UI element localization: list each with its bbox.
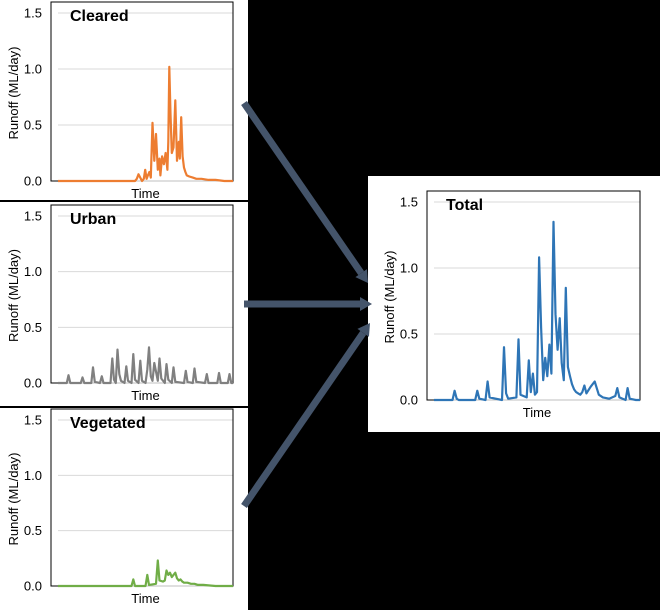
chart-title: Total	[446, 197, 483, 214]
y-axis-label: Runoff (ML/day)	[382, 251, 397, 344]
y-tick-label: 0.5	[24, 523, 42, 538]
vegetated-panel	[0, 408, 248, 610]
y-axis-label: Runoff (ML/day)	[6, 453, 21, 546]
y-tick-label: 1.0	[24, 468, 42, 483]
arrow-head	[357, 323, 370, 337]
arrow-head	[355, 269, 368, 283]
chart-title: Cleared	[70, 8, 129, 25]
y-tick-label: 1.5	[24, 413, 42, 428]
x-axis-label: Time	[131, 388, 159, 403]
y-tick-label: 0.0	[24, 376, 42, 391]
series-line-urban	[58, 346, 233, 385]
x-axis-label: Time	[523, 405, 551, 420]
y-tick-label: 0.5	[24, 118, 42, 133]
series-line-vegetated	[58, 559, 233, 588]
total-panel	[368, 176, 660, 432]
chart-title: Vegetated	[70, 415, 146, 432]
arrow-shaft	[241, 101, 365, 276]
total-chart: 0.0 0.5 1.0 1.5 Total Time Runoff (ML/day)	[382, 190, 641, 420]
y-tick-label: 0.0	[24, 174, 42, 189]
chart-title: Urban	[70, 211, 116, 228]
cleared-panel	[0, 0, 248, 200]
y-tick-label: 1.5	[24, 209, 42, 224]
arrow-head	[360, 297, 372, 311]
y-tick-label: 1.0	[400, 261, 418, 276]
y-tick-label: 0.0	[400, 393, 418, 408]
y-axis-label: Runoff (ML/day)	[6, 249, 21, 342]
arrow-shaft	[241, 330, 367, 508]
vegetated-to-total-arrow	[241, 323, 370, 508]
y-axis-label: Runoff (ML/day)	[6, 47, 21, 140]
y-tick-label: 1.0	[24, 62, 42, 77]
y-tick-label: 0.5	[400, 327, 418, 342]
y-tick-label: 0.5	[24, 320, 42, 335]
cleared-chart: 0.0 0.5 1.0 1.5 Cleared Time Runoff (ML/day)	[6, 1, 234, 201]
y-tick-label: 1.0	[24, 264, 42, 279]
cleared-to-total-arrow	[241, 101, 368, 283]
urban-chart: 0.0 0.5 1.0 1.5 Urban Time Runoff (ML/day)	[6, 204, 234, 403]
x-axis-label: Time	[131, 186, 159, 201]
urban-to-total-arrow	[244, 297, 372, 311]
vegetated-chart: 0.0 0.5 1.0 1.5 Vegetated Time Runoff (ML/day)	[6, 408, 234, 606]
series-line-total	[434, 220, 640, 402]
y-tick-label: 0.0	[24, 579, 42, 594]
x-axis-label: Time	[131, 591, 159, 606]
series-line-cleared	[58, 65, 233, 183]
y-tick-label: 1.5	[24, 6, 42, 21]
urban-panel	[0, 202, 248, 406]
y-tick-label: 1.5	[400, 195, 418, 210]
